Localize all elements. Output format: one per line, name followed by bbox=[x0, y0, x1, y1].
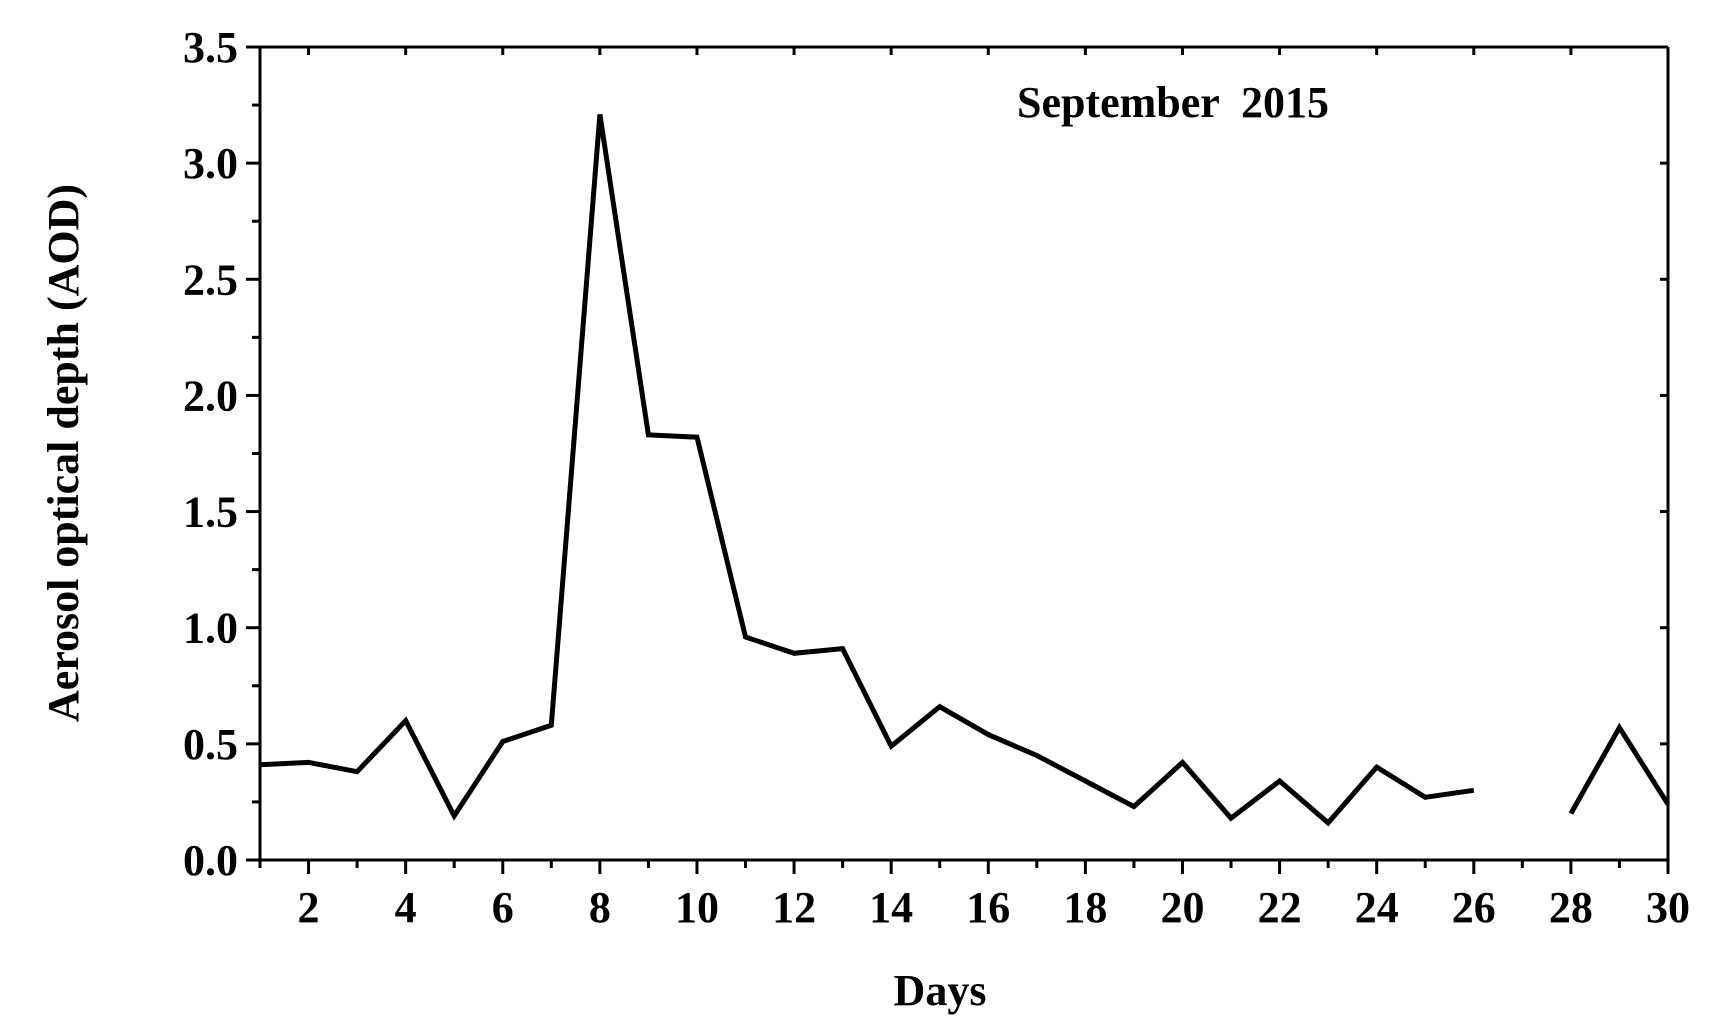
x-tick-label: 2 bbox=[298, 883, 320, 932]
plot-frame bbox=[258, 45, 1670, 862]
x-tick-label: 20 bbox=[1160, 883, 1204, 932]
x-tick-label: 16 bbox=[966, 883, 1010, 932]
y-axis-title: Aerosol optical depth (AOD) bbox=[39, 184, 88, 722]
y-tick-label: 2.0 bbox=[183, 371, 238, 420]
y-tick-label: 3.0 bbox=[183, 139, 238, 188]
y-tick-label: 3.5 bbox=[183, 23, 238, 72]
x-tick-label: 24 bbox=[1355, 883, 1399, 932]
y-tick-label: 1.0 bbox=[183, 604, 238, 653]
x-axis-ticks: 2 4 6 8 10 12 14 16 18 20 22 24 26 28 30 bbox=[258, 47, 1690, 932]
x-tick-label: 26 bbox=[1452, 883, 1496, 932]
chart-annotation: September 2015 bbox=[1017, 78, 1329, 127]
y-axis-ticks: 0.0 0.5 1.0 1.5 2.0 2.5 3.0 3.5 bbox=[183, 23, 1668, 885]
x-tick-label: 8 bbox=[589, 883, 611, 932]
x-tick-label: 14 bbox=[869, 883, 913, 932]
x-tick-label: 10 bbox=[675, 883, 719, 932]
x-tick-label: 30 bbox=[1646, 883, 1690, 932]
series-group bbox=[259, 114, 1671, 827]
y-tick-label: 0.0 bbox=[183, 836, 238, 885]
x-tick-label: 12 bbox=[772, 883, 816, 932]
x-tick-label: 28 bbox=[1549, 883, 1593, 932]
y-tick-label: 1.5 bbox=[183, 488, 238, 537]
series-line-segment bbox=[1568, 722, 1671, 815]
y-tick-label: 0.5 bbox=[183, 720, 238, 769]
x-tick-label: 22 bbox=[1258, 883, 1302, 932]
series-line-segment bbox=[259, 114, 1475, 827]
y-tick-label: 2.5 bbox=[183, 255, 238, 304]
x-tick-label: 6 bbox=[492, 883, 514, 932]
x-axis-title: Days bbox=[894, 966, 987, 1015]
x-tick-label: 4 bbox=[395, 883, 417, 932]
x-tick-label: 18 bbox=[1063, 883, 1107, 932]
